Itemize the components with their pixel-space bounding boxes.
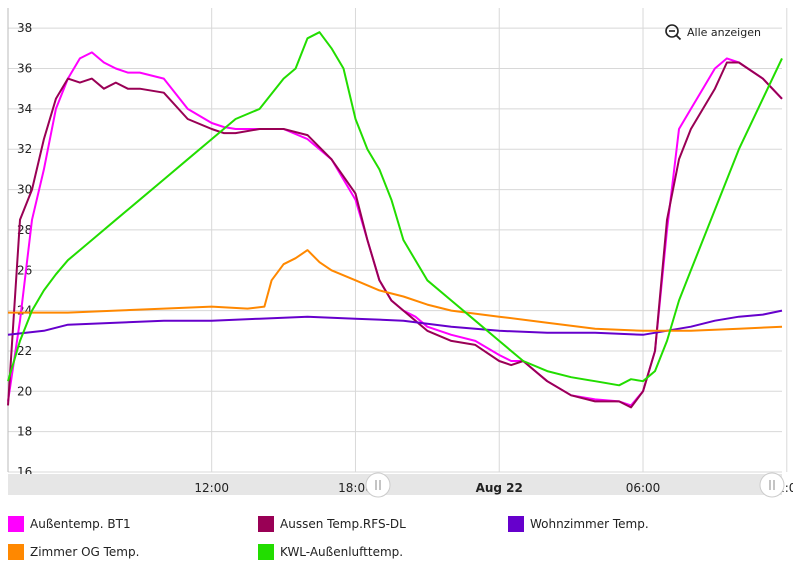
series-line[interactable]: [7, 309, 783, 336]
reset-zoom-label: Alle anzeigen: [687, 25, 761, 39]
series-line[interactable]: [8, 249, 783, 332]
legend-swatch: [258, 516, 274, 532]
legend-label: Aussen Temp.RFS-DL: [280, 517, 406, 531]
navigator-handle-left[interactable]: [365, 472, 391, 498]
drag-handle-icon: [759, 472, 785, 498]
legend-label: Wohnzimmer Temp.: [530, 517, 649, 531]
legend-item-zimmer-og-temp[interactable]: Zimmer OG Temp.: [8, 544, 139, 560]
y-tick-label: 22: [17, 344, 32, 358]
legend-item-aussentemp-bt1[interactable]: Außentemp. BT1: [8, 516, 131, 532]
x-tick-label: 18:00: [338, 481, 373, 495]
y-tick-label: 38: [17, 21, 32, 35]
legend-swatch: [8, 544, 24, 560]
y-tick-label: 34: [17, 102, 32, 116]
x-tick-label: 12:00: [194, 481, 229, 495]
series-line[interactable]: [7, 61, 783, 409]
legend-item-aussen-temp-rfs-dl[interactable]: Aussen Temp.RFS-DL: [258, 516, 406, 532]
legend-label: Zimmer OG Temp.: [30, 545, 140, 559]
legend-swatch: [508, 516, 524, 532]
x-tick-label: 06:00: [626, 481, 661, 495]
navigator-handle-right[interactable]: [759, 472, 785, 498]
legend: Außentemp. BT1 Aussen Temp.RFS-DL Wohnzi…: [0, 510, 793, 570]
y-tick-label: 26: [17, 263, 32, 277]
legend-label: Außentemp. BT1: [30, 517, 131, 531]
legend-label: KWL-Außenlufttemp.: [280, 545, 404, 559]
y-tick-label: 32: [17, 142, 32, 156]
y-tick-label: 30: [17, 183, 32, 197]
legend-item-wohnzimmer-temp[interactable]: Wohnzimmer Temp.: [508, 516, 649, 532]
y-tick-label: 36: [17, 62, 32, 76]
y-tick-label: 28: [17, 223, 32, 237]
drag-handle-icon: [365, 472, 391, 498]
zoom-out-icon: [665, 24, 682, 41]
navigator-band[interactable]: [8, 474, 782, 495]
y-tick-label: 20: [17, 384, 32, 398]
x-tick-label: Aug 22: [476, 481, 523, 495]
series-line[interactable]: [7, 31, 783, 387]
reset-zoom-button[interactable]: Alle anzeigen: [664, 23, 761, 41]
legend-item-kwl-aussenlufttemp[interactable]: KWL-Außenlufttemp.: [258, 544, 403, 560]
y-tick-label: 18: [17, 425, 32, 439]
legend-swatch: [258, 544, 274, 560]
legend-swatch: [8, 516, 24, 532]
